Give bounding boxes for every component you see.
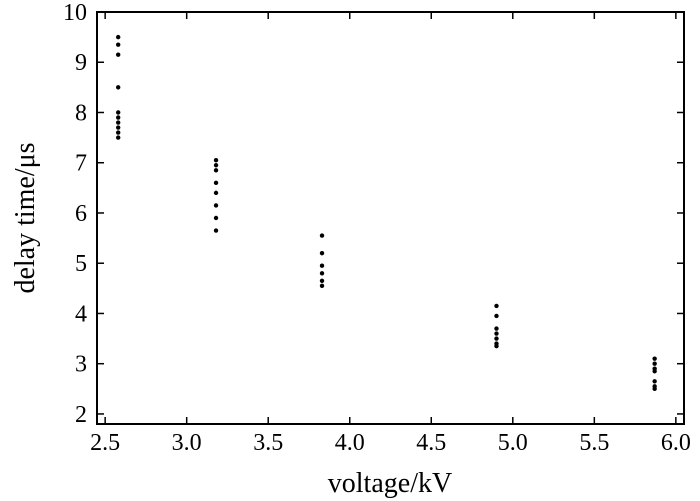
data-point bbox=[115, 34, 121, 40]
x-axis-title: voltage/kV bbox=[328, 468, 452, 499]
data-point bbox=[115, 42, 121, 47]
data-point bbox=[115, 125, 121, 130]
y-tick-label: 8 bbox=[75, 100, 87, 126]
data-point bbox=[494, 313, 499, 319]
data-point bbox=[115, 115, 121, 120]
data-point bbox=[652, 369, 657, 374]
x-tick-label: 4.0 bbox=[335, 430, 365, 456]
y-tick-label: 9 bbox=[75, 50, 87, 76]
data-point bbox=[213, 163, 219, 168]
y-tick-label: 10 bbox=[63, 0, 87, 26]
data-point bbox=[319, 283, 325, 289]
data-point bbox=[652, 361, 657, 366]
data-point bbox=[652, 386, 657, 392]
y-tick-label: 7 bbox=[75, 151, 87, 177]
data-point bbox=[213, 203, 219, 208]
x-tick-label: 3.0 bbox=[172, 430, 202, 456]
data-point bbox=[494, 326, 499, 331]
y-tick-label: 2 bbox=[75, 402, 87, 428]
y-axis-title: delay time/μs bbox=[10, 142, 41, 293]
data-point bbox=[115, 130, 121, 135]
x-tick-label: 6.0 bbox=[661, 430, 691, 456]
x-tick-label: 5.5 bbox=[579, 430, 609, 456]
x-tick-label: 4.5 bbox=[416, 430, 446, 456]
x-tick-label: 2.5 bbox=[90, 430, 120, 456]
y-tick-label: 6 bbox=[75, 201, 87, 227]
data-point bbox=[115, 85, 121, 90]
x-axis-ticks: 2.5 3.0 3.5 4.0 4.5 5.0 5.5 6.0 bbox=[90, 12, 691, 456]
data-point bbox=[115, 120, 121, 125]
data-point bbox=[319, 250, 325, 256]
data-point bbox=[213, 190, 219, 196]
data-point bbox=[494, 336, 499, 341]
data-point bbox=[319, 233, 325, 238]
data-point bbox=[494, 343, 499, 349]
y-tick-label: 5 bbox=[75, 251, 87, 277]
data-point bbox=[319, 263, 325, 268]
data-point bbox=[213, 180, 219, 186]
data-point bbox=[494, 303, 499, 309]
x-tick-label: 3.5 bbox=[253, 430, 283, 456]
data-point bbox=[115, 52, 121, 57]
data-point bbox=[213, 158, 219, 163]
y-tick-label: 3 bbox=[75, 352, 87, 378]
data-point bbox=[213, 215, 219, 221]
data-point bbox=[319, 278, 325, 284]
data-point bbox=[115, 135, 121, 140]
data-point bbox=[652, 356, 657, 361]
data-point bbox=[213, 168, 219, 173]
data-points bbox=[115, 34, 657, 392]
y-axis-ticks: 2 3 4 5 6 7 8 9 10 bbox=[63, 0, 684, 428]
data-point bbox=[115, 110, 121, 115]
data-point bbox=[652, 379, 657, 384]
plot-frame bbox=[96, 11, 685, 425]
data-point bbox=[213, 228, 219, 233]
y-tick-label: 4 bbox=[75, 301, 87, 327]
data-point bbox=[494, 331, 499, 336]
data-point bbox=[319, 271, 325, 276]
x-tick-label: 5.0 bbox=[498, 430, 528, 456]
